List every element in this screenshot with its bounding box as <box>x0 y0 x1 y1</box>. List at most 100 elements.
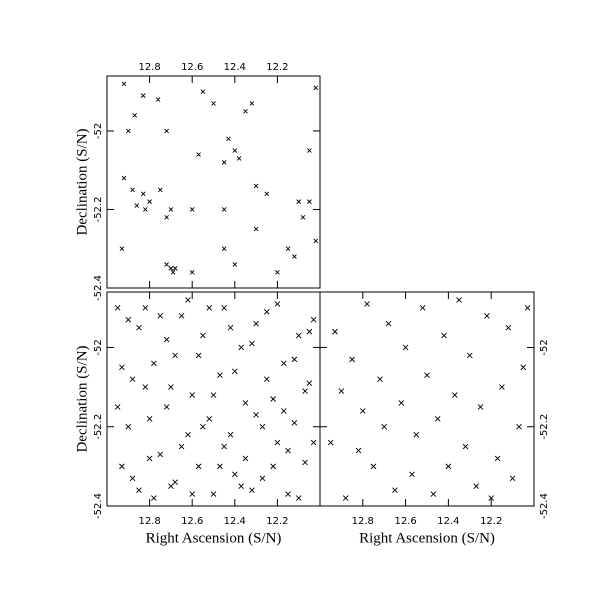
point <box>280 360 287 367</box>
point <box>238 483 245 490</box>
point <box>200 89 206 95</box>
point <box>477 404 484 410</box>
point <box>466 352 473 359</box>
y-tick-label: -52.4 <box>93 493 104 519</box>
point <box>274 439 281 446</box>
point <box>253 183 259 189</box>
point <box>134 203 140 208</box>
point <box>178 312 185 319</box>
point <box>409 471 415 478</box>
point <box>170 269 176 275</box>
x-tick-label: 12.2 <box>266 516 288 527</box>
point <box>168 207 174 212</box>
point <box>114 305 121 311</box>
point <box>310 439 317 446</box>
point <box>129 376 136 383</box>
point <box>370 463 377 470</box>
point <box>164 128 169 134</box>
point <box>307 199 312 204</box>
point <box>306 380 313 386</box>
point <box>125 316 132 323</box>
point <box>142 305 149 311</box>
point <box>302 459 308 466</box>
point <box>125 128 131 134</box>
x-tick-label: 12.6 <box>394 516 416 527</box>
point <box>164 262 169 267</box>
point <box>285 246 291 252</box>
point <box>516 423 522 430</box>
point <box>274 301 281 307</box>
point <box>307 148 312 153</box>
point <box>302 388 308 394</box>
point <box>119 463 125 470</box>
y-tick-label: -52 <box>93 123 104 139</box>
x-tick-label: 12.4 <box>224 516 246 527</box>
x-tick-label: 12.2 <box>266 62 288 73</box>
point <box>185 297 191 303</box>
point <box>398 400 405 406</box>
point <box>221 305 227 311</box>
y-tick-label: -52.2 <box>93 414 104 440</box>
point <box>232 148 238 153</box>
point <box>151 360 157 367</box>
plot-frame <box>319 291 535 507</box>
point <box>221 207 227 212</box>
point <box>119 246 125 252</box>
point <box>488 495 495 501</box>
y-tick-label: -52 <box>539 339 550 355</box>
point <box>296 199 302 204</box>
point <box>189 491 196 497</box>
y-tick-label: -52.2 <box>539 414 550 440</box>
point <box>292 254 297 259</box>
point <box>275 269 280 275</box>
point <box>217 372 223 379</box>
point <box>332 328 338 335</box>
point <box>210 392 217 398</box>
point <box>168 384 174 390</box>
point <box>264 191 270 197</box>
point <box>121 81 127 87</box>
point <box>473 483 480 490</box>
point <box>243 109 248 114</box>
point <box>172 266 178 271</box>
point <box>280 408 287 414</box>
x-tick-label: 12.6 <box>181 62 203 73</box>
point <box>200 332 206 339</box>
point <box>419 305 426 311</box>
point <box>163 336 170 343</box>
point <box>157 312 164 319</box>
point <box>402 344 409 351</box>
point <box>206 415 213 422</box>
point <box>129 475 136 482</box>
y-axis-title: Declination (S/N) <box>74 128 90 235</box>
x-tick-label: 12.2 <box>480 516 502 527</box>
point <box>377 376 383 383</box>
point <box>359 408 366 414</box>
point <box>424 372 430 379</box>
point <box>178 443 185 450</box>
point <box>140 191 146 197</box>
point <box>306 328 313 335</box>
point <box>238 344 245 351</box>
point <box>157 451 164 458</box>
point <box>509 475 516 482</box>
point <box>136 487 142 493</box>
point <box>231 471 238 478</box>
point <box>327 439 334 446</box>
point <box>157 187 163 193</box>
y-tick-label: -52.2 <box>93 197 104 223</box>
point <box>221 246 227 252</box>
point <box>200 423 206 430</box>
x-axis-title: Right Ascension (S/N) <box>359 530 495 546</box>
y-tick-label: -52.4 <box>539 493 550 519</box>
point <box>285 491 291 497</box>
point <box>189 269 195 275</box>
point <box>130 187 135 193</box>
point <box>151 495 157 501</box>
point <box>226 136 231 142</box>
point <box>172 352 178 359</box>
point <box>121 175 127 181</box>
point <box>310 316 317 323</box>
point <box>456 297 462 303</box>
point <box>146 415 153 422</box>
